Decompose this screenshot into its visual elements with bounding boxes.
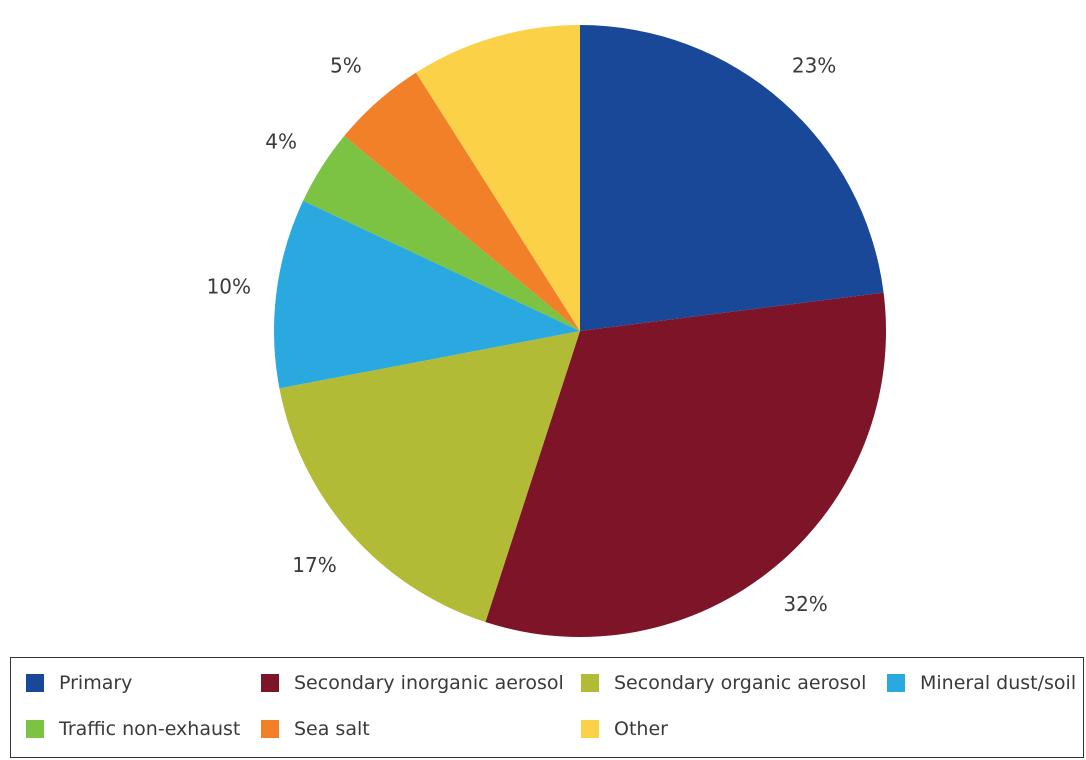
legend-item-traffic-non-exhaust: Traffic non-exhaust	[26, 717, 240, 741]
legend-label-primary: Primary	[59, 672, 133, 694]
slice-label-other: 9%	[465, 0, 497, 3]
slice-label-traffic-non-exhaust: 4%	[265, 129, 297, 153]
pie-slice-secondary-organic-aerosol	[279, 331, 580, 623]
legend-label-other: Other	[614, 718, 668, 740]
legend-label-traffic-non-exhaust: Traffic non-exhaust	[59, 718, 241, 740]
pie-slice-secondary-inorganic-aerosol	[485, 292, 887, 637]
pie-slice-other	[416, 25, 580, 331]
slice-label-primary: 23%	[792, 54, 836, 78]
legend-item-primary: Primary	[26, 671, 132, 695]
slice-label-secondary-inorganic-aerosol: 32%	[783, 592, 827, 616]
pie-slice-primary	[580, 25, 884, 331]
pie-slices	[273, 25, 887, 637]
legend-swatch-other	[581, 720, 599, 738]
legend-swatch-mineral-dust-soil	[887, 674, 905, 692]
pie-slice-sea-salt	[344, 72, 580, 331]
chart-legend: Primary Secondary inorganic aerosol Second…	[10, 657, 1084, 758]
legend-swatch-sea-salt	[261, 720, 279, 738]
legend-label-sea-salt: Sea salt	[294, 718, 370, 740]
legend-swatch-secondary-organic-aerosol	[581, 674, 599, 692]
legend-label-secondary-inorganic-aerosol: Secondary inorganic aerosol	[294, 672, 564, 694]
legend-item-other: Other	[581, 717, 668, 741]
pie-slice-labels: 23% 32% 17% 10% 4% 5% 9%	[207, 0, 837, 616]
slice-label-mineral-dust-soil: 10%	[207, 275, 251, 299]
slice-label-sea-salt: 5%	[330, 54, 362, 78]
legend-swatch-secondary-inorganic-aerosol	[261, 674, 279, 692]
legend-swatch-primary	[26, 674, 44, 692]
legend-item-mineral-dust-soil: Mineral dust/soil	[887, 671, 1076, 695]
pie-chart: 23% 32% 17% 10% 4% 5% 9%	[207, 0, 887, 637]
pie-slice-traffic-non-exhaust	[303, 135, 580, 331]
legend-label-secondary-organic-aerosol: Secondary organic aerosol	[614, 672, 867, 694]
pie-chart-svg: 23% 32% 17% 10% 4% 5% 9%	[207, 0, 887, 637]
legend-item-secondary-inorganic-aerosol: Secondary inorganic aerosol	[261, 671, 564, 695]
legend-item-sea-salt: Sea salt	[261, 717, 370, 741]
legend-swatch-traffic-non-exhaust	[26, 720, 44, 738]
legend-item-secondary-organic-aerosol: Secondary organic aerosol	[581, 671, 866, 695]
slice-label-secondary-organic-aerosol: 17%	[292, 553, 336, 577]
pie-slice-mineral-dust-soil	[273, 200, 580, 389]
legend-label-mineral-dust-soil: Mineral dust/soil	[920, 672, 1077, 694]
